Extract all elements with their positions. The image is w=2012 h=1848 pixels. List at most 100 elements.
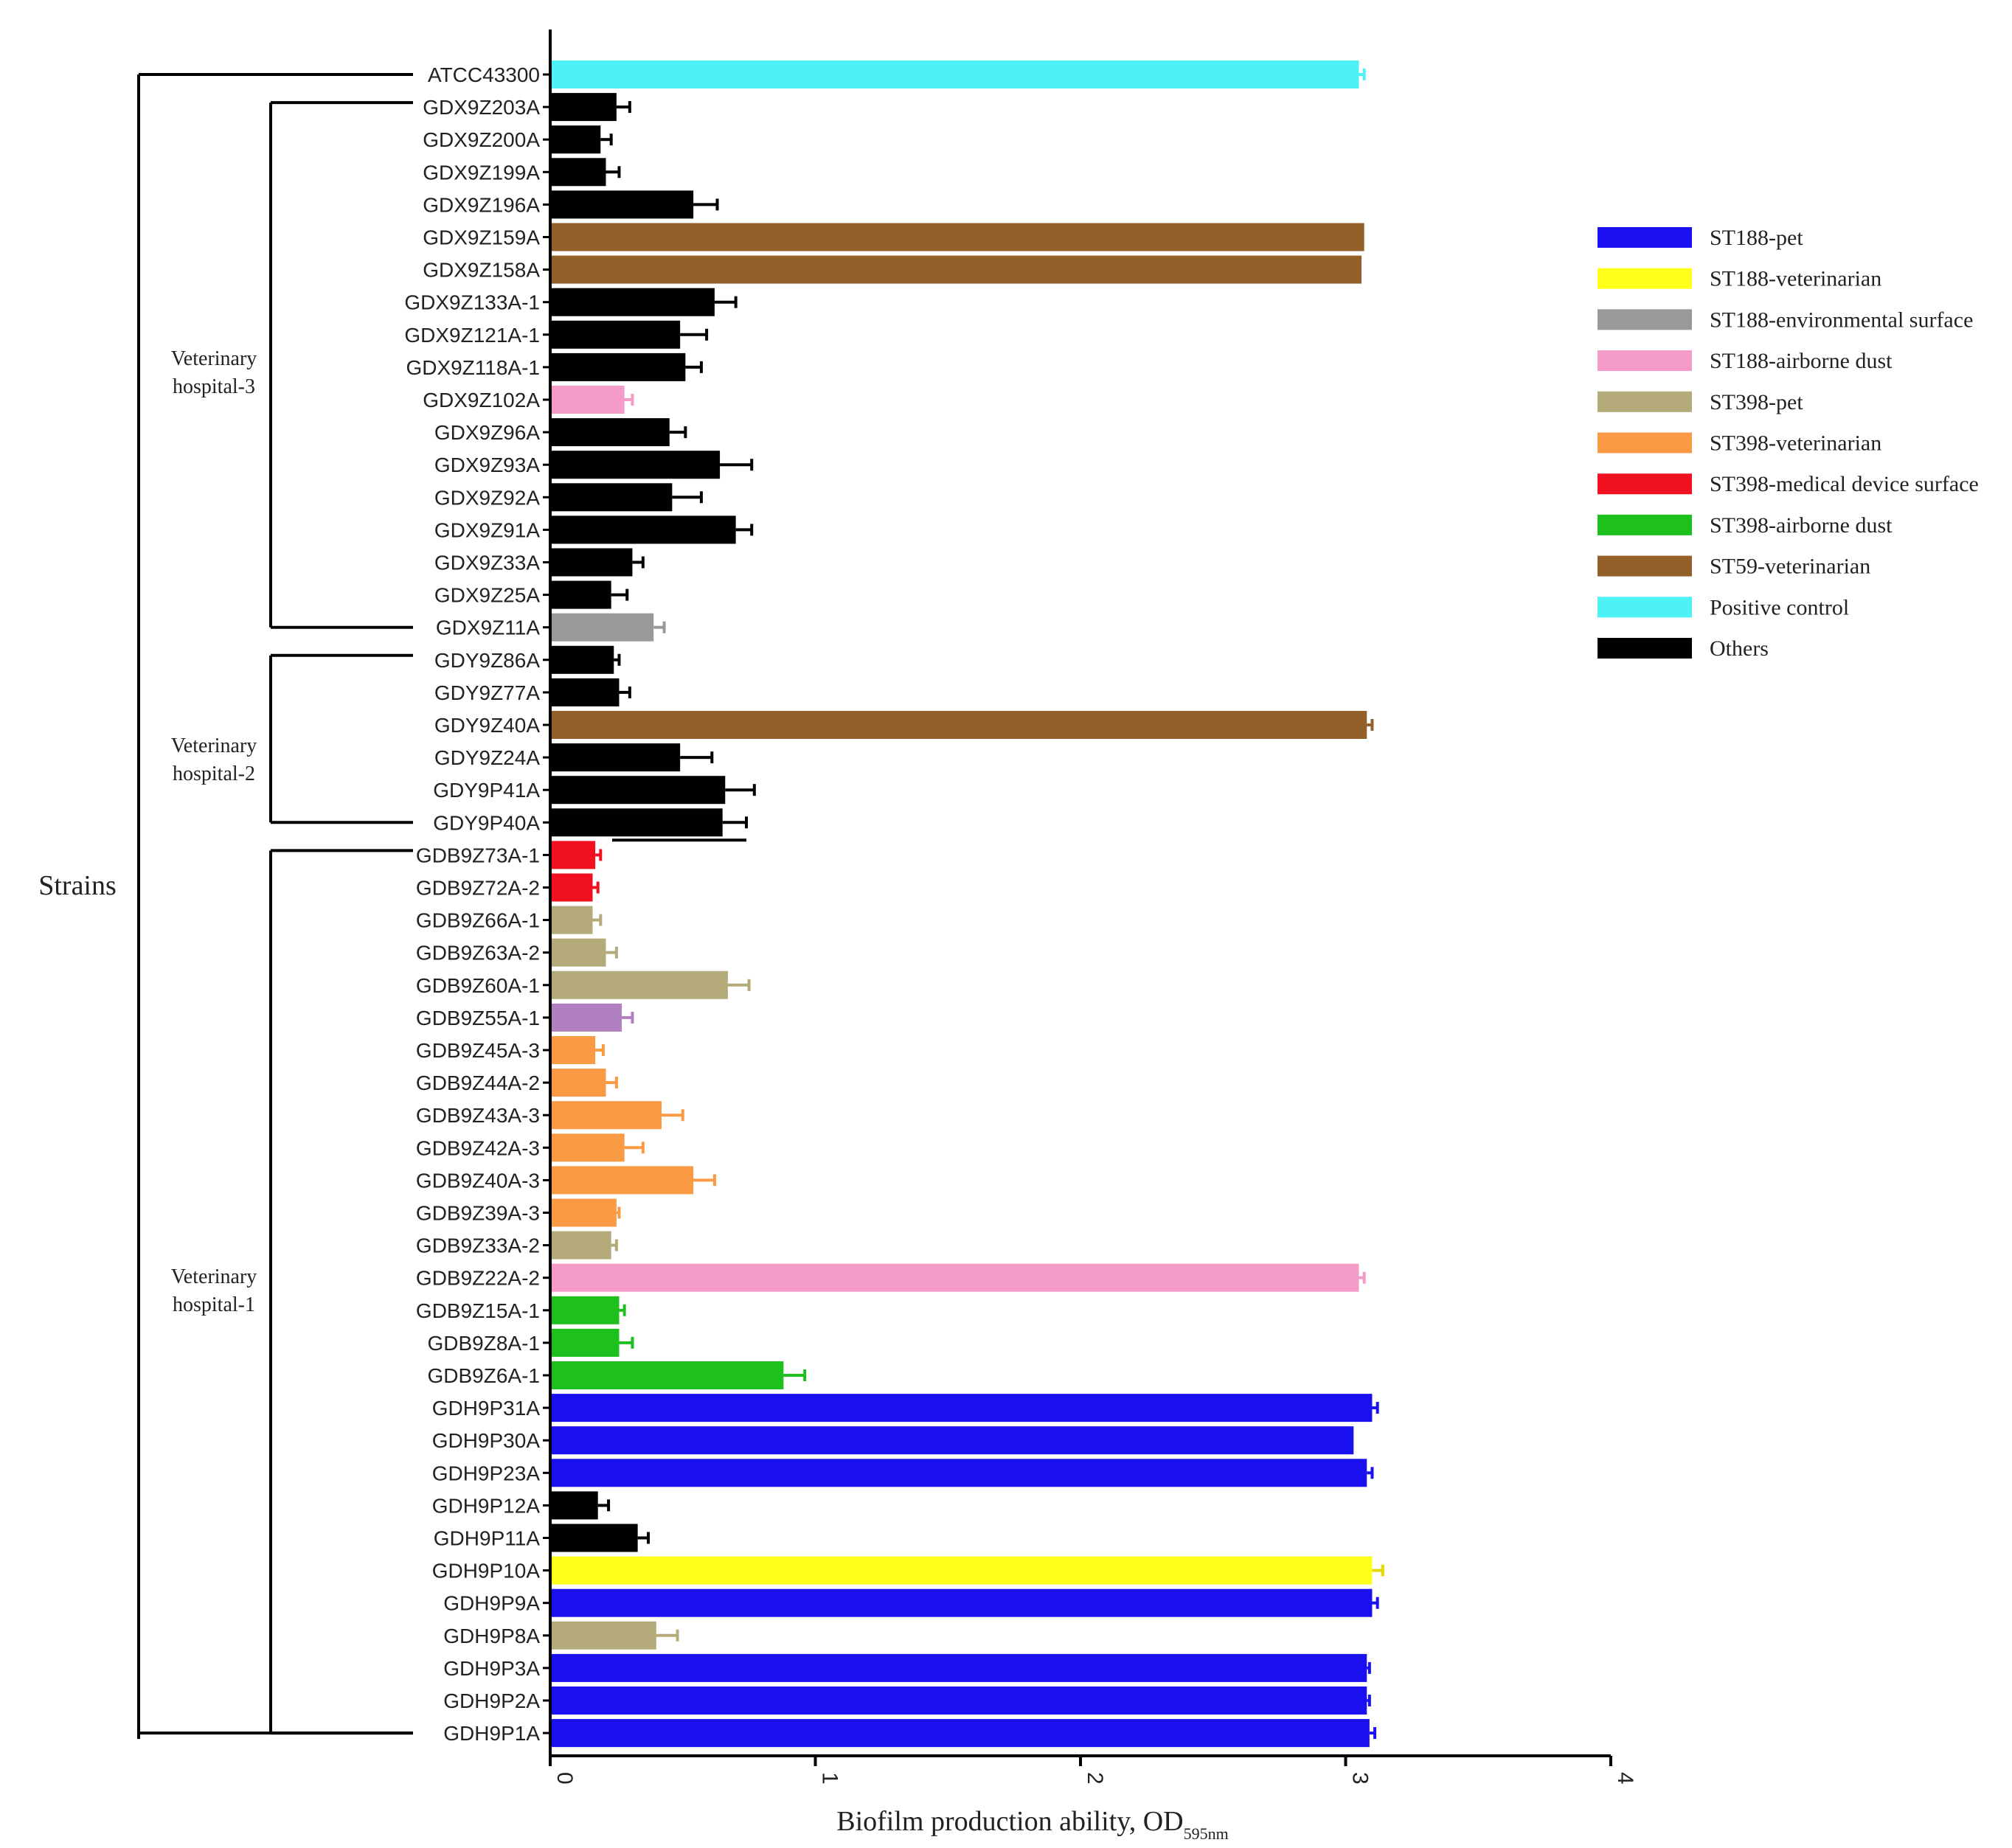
bar-gdh9p31a [550, 1394, 1373, 1423]
bar-gdx9z158a [550, 255, 1362, 284]
bar-gdy9z24a [550, 743, 681, 772]
category-label-gdx9z159a: GDX9Z159A [423, 226, 540, 249]
bar-gdb9z73a-1 [550, 841, 596, 869]
legend-label-positive-control: Positive control [1710, 595, 1849, 619]
legend-swatch-st188-environmental-surface [1598, 309, 1692, 330]
legend-label-st188-veterinarian: ST188-veterinarian [1710, 267, 1881, 291]
bar-gdh9p11a [550, 1524, 638, 1552]
category-label-gdh9p23a: GDH9P23A [432, 1462, 541, 1484]
category-label-gdx9z91a: GDX9Z91A [434, 518, 540, 541]
category-label-gdh9p10a: GDH9P10A [432, 1560, 541, 1583]
category-label-gdy9z86a: GDY9Z86A [434, 649, 540, 672]
bar-gdh9p30a [550, 1426, 1354, 1455]
bar-series [550, 60, 1384, 1748]
bar-gdb9z44a-2 [550, 1069, 606, 1097]
category-label-gdh9p12a: GDH9P12A [432, 1494, 541, 1517]
x-axis: 0 1 2 3 4 [549, 1754, 1637, 1785]
category-label-gdh9p9a: GDH9P9A [443, 1592, 540, 1615]
bar-gdh9p23a [550, 1459, 1367, 1487]
legend-swatch-others [1598, 638, 1692, 659]
bar-gdb9z39a-3 [550, 1198, 617, 1227]
bar-gdh9p9a [550, 1588, 1373, 1617]
bar-gdy9z40a [550, 711, 1367, 739]
legend-swatch-st398-veterinarian [1598, 432, 1692, 454]
x-tick-label-1: 1 [818, 1772, 842, 1785]
category-label-gdx9z93a: GDX9Z93A [434, 454, 540, 476]
bar-gdb9z55a-1 [550, 1003, 622, 1032]
bar-gdh9p10a [550, 1556, 1373, 1585]
bar-gdb9z43a-3 [550, 1101, 662, 1130]
legend-label-st398-airborne-dust: ST398-airborne dust [1710, 513, 1893, 538]
category-label-gdx9z11a: GDX9Z11A [436, 616, 540, 639]
category-label-gdy9z40a: GDY9Z40A [434, 714, 540, 737]
bar-gdy9p40a [550, 808, 723, 837]
bar-gdh9p12a [550, 1491, 598, 1520]
bar-gdb9z33a-2 [550, 1231, 611, 1260]
bar-gdx9z33a [550, 548, 633, 577]
bar-gdx9z91a [550, 515, 736, 544]
legend-label-st59-veterinarian: ST59-veterinarian [1710, 555, 1870, 579]
group-label-line: hospital-2 [173, 763, 255, 785]
legend-label-st188-pet: ST188-pet [1710, 226, 1803, 250]
category-label-gdh9p11a: GDH9P11A [434, 1527, 541, 1550]
bar-gdx9z25a [550, 580, 611, 609]
x-axis-title: Biofilm production ability, OD595nm [836, 1806, 1229, 1843]
legend-swatch-st398-airborne-dust [1598, 514, 1692, 535]
category-label-gdb9z66a-1: GDB9Z66A-1 [416, 909, 540, 932]
category-label-gdx9z196a: GDX9Z196A [423, 193, 540, 216]
category-label-gdb9z8a-1: GDB9Z8A-1 [428, 1332, 541, 1355]
category-label-gdx9z92a: GDX9Z92A [434, 486, 540, 509]
category-label-gdx9z33a: GDX9Z33A [434, 552, 540, 574]
y-axis-title: Strains [38, 870, 117, 901]
category-label-gdh9p2a: GDH9P2A [443, 1689, 540, 1712]
x-tick-label-2: 2 [1083, 1772, 1107, 1785]
category-label-atcc43300: ATCC43300 [428, 63, 540, 86]
category-label-gdx9z118a-1: GDX9Z118A-1 [406, 356, 540, 379]
legend-swatch-st188-pet [1598, 227, 1692, 248]
category-label-gdh9p30a: GDH9P30A [432, 1429, 541, 1452]
bar-gdb9z8a-1 [550, 1328, 620, 1357]
bar-gdx9z203a [550, 93, 617, 122]
bar-gdy9z77a [550, 678, 620, 706]
bar-gdb9z66a-1 [550, 906, 593, 934]
legend-swatch-st398-medical-device-surface [1598, 473, 1692, 495]
category-label-gdh9p1a: GDH9P1A [443, 1722, 540, 1745]
category-label-gdx9z25a: GDX9Z25A [434, 584, 540, 607]
legend-label-st398-veterinarian: ST398-veterinarian [1710, 431, 1881, 456]
legend-label-st398-pet: ST398-pet [1710, 390, 1803, 414]
y-axis: ATCC43300 GDX9Z203A GDX9Z200A GDX9Z199A GDX9… [404, 29, 552, 1756]
bar-gdb9z22a-2 [550, 1263, 1359, 1292]
legend-swatch-st188-veterinarian [1598, 268, 1692, 289]
bar-gdx9z200a [550, 125, 601, 154]
category-label-gdh9p31a: GDH9P31A [432, 1397, 541, 1420]
category-label-gdy9p41a: GDY9P41A [433, 779, 540, 802]
category-label-gdb9z39a-3: GDB9Z39A-3 [416, 1202, 540, 1225]
bar-gdb9z45a-3 [550, 1036, 596, 1064]
group-label-line: Veterinary [171, 734, 257, 757]
bar-gdb9z63a-2 [550, 938, 606, 967]
group-label-line: hospital-1 [173, 1293, 255, 1316]
category-label-gdy9z77a: GDY9Z77A [434, 681, 540, 704]
category-label-gdx9z200a: GDX9Z200A [423, 128, 540, 151]
legend-label-st188-environmental-surface: ST188-environmental surface [1710, 308, 1973, 332]
category-label-gdb9z45a-3: GDB9Z45A-3 [416, 1039, 540, 1062]
legend-swatch-st59-veterinarian [1598, 555, 1692, 577]
bar-gdb9z60a-1 [550, 970, 728, 999]
category-label-gdb9z43a-3: GDB9Z43A-3 [416, 1104, 540, 1127]
legend-swatch-st398-pet [1598, 391, 1692, 412]
legend-label-others: Others [1710, 636, 1769, 661]
category-label-gdy9p40a: GDY9P40A [433, 811, 540, 834]
strain-group-brackets: Veterinary hospital-3 Veterinary hospital-2… [137, 73, 746, 1740]
category-label-gdx9z133a-1: GDX9Z133A-1 [404, 291, 540, 314]
x-axis-title-main: Biofilm production ability, OD [836, 1806, 1183, 1837]
category-label-gdb9z33a-2: GDB9Z33A-2 [416, 1234, 540, 1257]
category-label-gdb9z73a-1: GDB9Z73A-1 [416, 844, 540, 866]
bar-gdx9z102a [550, 386, 625, 414]
category-label-gdh9p8a: GDH9P8A [443, 1625, 540, 1647]
category-label-gdb9z22a-2: GDB9Z22A-2 [416, 1267, 540, 1290]
bar-gdx9z121a-1 [550, 320, 681, 349]
category-label-gdx9z102a: GDX9Z102A [423, 389, 540, 411]
group-label-3: Veterinary hospital-1 [171, 1265, 257, 1316]
category-label-gdb9z15a-1: GDB9Z15A-1 [416, 1299, 540, 1322]
category-label-gdb9z55a-1: GDB9Z55A-1 [416, 1007, 540, 1029]
